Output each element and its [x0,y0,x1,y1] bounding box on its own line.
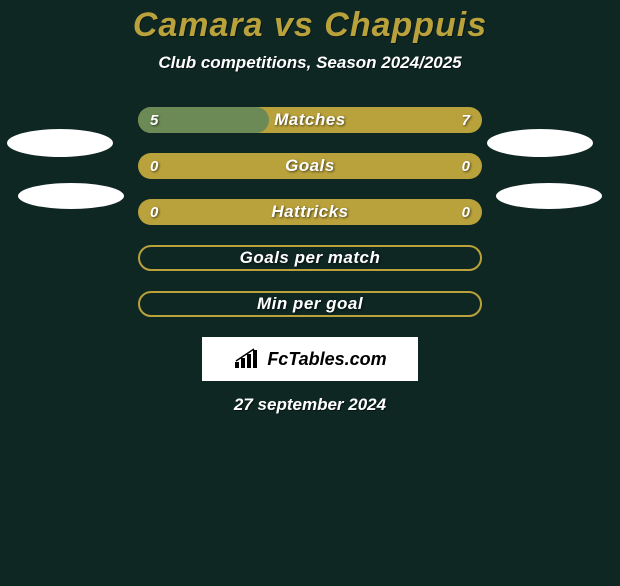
stat-row-value-right: 7 [462,107,470,133]
stat-row-label: Goals [138,153,482,179]
stat-row: Hattricks0 0 [138,199,482,225]
logo-text: FcTables.com [267,349,386,370]
logo-box: FcTables.com [202,337,418,381]
stat-row-value-left: 0 [150,153,158,179]
page-title: Camara vs Chappuis [0,6,620,45]
subtitle: Club competitions, Season 2024/2025 [0,53,620,73]
date-text: 27 september 2024 [0,395,620,415]
stat-row: Goals per match [138,245,482,271]
side-ellipse [487,129,593,157]
stat-row-label: Min per goal [140,293,480,315]
stat-row-value-right: 0 [462,153,470,179]
stat-row-value-right: 0 [462,199,470,225]
side-ellipse [18,183,124,209]
stat-row: Matches5 7 [138,107,482,133]
stat-row-value-left: 0 [150,199,158,225]
stat-row: Goals0 0 [138,153,482,179]
stat-row-label: Matches [138,107,482,133]
stat-row-value-left: 5 [150,107,158,133]
bars-icon [233,348,261,370]
side-ellipse [7,129,113,157]
stat-row-label: Goals per match [140,247,480,269]
side-ellipse [496,183,602,209]
stat-row: Min per goal [138,291,482,317]
stat-row-label: Hattricks [138,199,482,225]
